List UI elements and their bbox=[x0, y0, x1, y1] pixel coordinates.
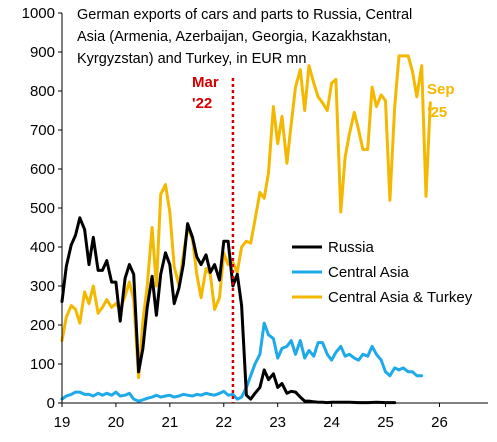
legend-label-russia: Russia bbox=[328, 239, 375, 256]
y-tick-label: 600 bbox=[30, 161, 55, 178]
annotation-layer: Mar '22 Sep '25 bbox=[192, 74, 455, 403]
sep-25-label-line-1: Sep bbox=[427, 81, 455, 98]
series-layer bbox=[60, 54, 432, 405]
x-tick-label: 21 bbox=[162, 414, 179, 431]
sep-25-label-line-2: '25 bbox=[427, 104, 447, 121]
y-tick-label: 900 bbox=[30, 44, 55, 61]
y-tick-label: 400 bbox=[30, 239, 55, 256]
series-line-russia bbox=[60, 216, 397, 405]
mar-22-label-line-2: '22 bbox=[192, 95, 212, 112]
y-tick-label: 0 bbox=[47, 395, 55, 412]
y-tick-label: 500 bbox=[30, 200, 55, 217]
y-tick-label: 100 bbox=[30, 356, 55, 373]
series-line-central-asia bbox=[60, 321, 424, 403]
x-tick-label: 22 bbox=[215, 414, 232, 431]
y-tick-label: 700 bbox=[30, 122, 55, 139]
x-tick-label: 25 bbox=[377, 414, 394, 431]
chart-title-line-1: German exports of cars and parts to Russ… bbox=[77, 7, 412, 23]
chart-title: German exports of cars and parts to Russ… bbox=[77, 7, 412, 67]
y-tick-label: 200 bbox=[30, 317, 55, 334]
mar-22-label-line-1: Mar bbox=[192, 74, 219, 91]
y-tick-label: 300 bbox=[30, 278, 55, 295]
x-tick-label: 23 bbox=[269, 414, 286, 431]
x-tick-label: 19 bbox=[54, 414, 71, 431]
y-tick-label: 800 bbox=[30, 83, 55, 100]
chart-title-line-2: Asia (Armenia, Azerbaijan, Georgia, Kaza… bbox=[77, 29, 391, 45]
legend-label-central-asia: Central Asia bbox=[328, 264, 410, 281]
x-tick-label: 20 bbox=[108, 414, 125, 431]
y-tick-label: 1000 bbox=[22, 5, 55, 22]
x-tick-label: 26 bbox=[431, 414, 448, 431]
axes-layer: 0 100 200 300 400 500 600 700 800 900 1000 19 20 21 22… bbox=[22, 5, 488, 431]
chart-legend: Russia Central Asia Central Asia & Turke… bbox=[292, 239, 473, 306]
series-line-central-asia-turkey bbox=[60, 54, 432, 380]
chart-title-line-3: Kyrgyzstan) and Turkey, in EUR mn bbox=[77, 51, 306, 67]
legend-label-central-asia-turkey: Central Asia & Turkey bbox=[328, 289, 473, 306]
x-tick-label: 24 bbox=[323, 414, 340, 431]
